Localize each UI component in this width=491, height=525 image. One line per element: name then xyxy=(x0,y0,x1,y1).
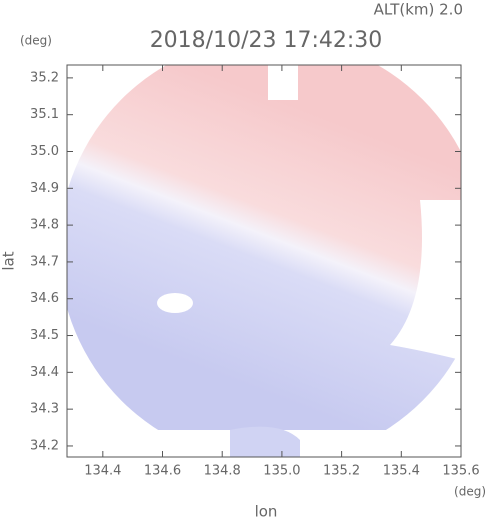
y-unit: (deg) xyxy=(20,34,52,48)
y-tick-label: 35.0 xyxy=(30,144,59,159)
y-tick-label: 34.8 xyxy=(30,218,59,233)
chart-title: 2018/10/23 17:42:30 xyxy=(150,28,383,53)
y-tick-label: 34.7 xyxy=(30,254,59,269)
y-tick-label: 34.2 xyxy=(30,438,59,453)
y-tick-label: 35.1 xyxy=(30,107,59,122)
x-tick-label: 135.6 xyxy=(442,464,479,479)
radar-field xyxy=(67,65,461,457)
radar-coverage xyxy=(67,65,461,457)
y-tick-label: 34.6 xyxy=(30,291,59,306)
x-tick-label: 135.2 xyxy=(323,464,360,479)
x-tick-label: 135.0 xyxy=(263,464,300,479)
x-tick-label: 134.8 xyxy=(204,464,241,479)
x-tick-label: 134.6 xyxy=(144,464,181,479)
y-tick-label: 34.9 xyxy=(30,181,59,196)
altitude-label: ALT(km) 2.0 xyxy=(374,1,463,19)
x-tick-label: 135.4 xyxy=(383,464,420,479)
x-unit: (deg) xyxy=(454,485,486,499)
gap xyxy=(157,293,193,313)
x-axis-label: lon xyxy=(255,503,278,521)
y-tick-label: 34.4 xyxy=(30,365,59,380)
plot-frame xyxy=(66,64,462,458)
y-tick-label: 35.2 xyxy=(30,70,59,85)
y-axis-label: lat xyxy=(0,251,18,270)
y-tick-label: 34.3 xyxy=(30,402,59,417)
x-tick-label: 134.4 xyxy=(84,464,121,479)
y-tick-label: 34.5 xyxy=(30,328,59,343)
